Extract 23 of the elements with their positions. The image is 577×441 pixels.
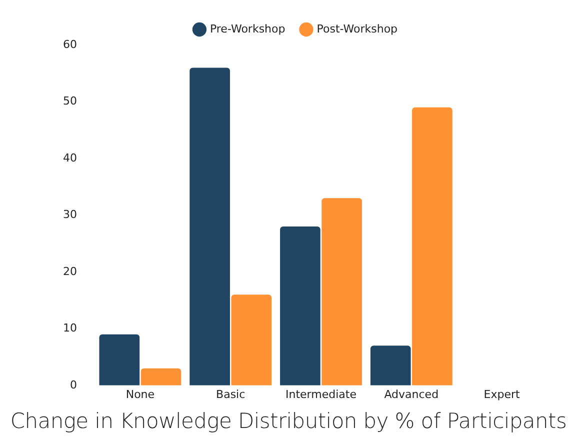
legend-label: Post-Workshop (316, 22, 398, 36)
x-tick-label: Basic (216, 388, 246, 401)
legend-label: Pre-Workshop (210, 22, 286, 36)
y-tick-label: 60 (62, 38, 77, 51)
bar (280, 226, 320, 386)
y-tick-label: 50 (62, 94, 77, 108)
bar (99, 334, 140, 386)
y-tick-label: 40 (62, 151, 77, 164)
y-tick-label: 20 (62, 264, 77, 278)
text: Change in Knowledge Distribution by % of Participants (9, 409, 568, 433)
y-tick-label: 10 (62, 322, 77, 335)
x-tick-label: Advanced (384, 388, 439, 401)
y-tick-label: 0 (70, 378, 77, 392)
x-tick-label: Expert (484, 388, 521, 401)
y-tick-label: 30 (62, 208, 77, 222)
bar (412, 107, 452, 386)
x-tick-label: None (126, 388, 155, 401)
bar (322, 198, 362, 386)
bar (140, 368, 182, 386)
bar (231, 294, 272, 386)
bar (190, 68, 230, 386)
x-tick-label: Intermediate (286, 388, 357, 401)
bar (370, 346, 411, 386)
